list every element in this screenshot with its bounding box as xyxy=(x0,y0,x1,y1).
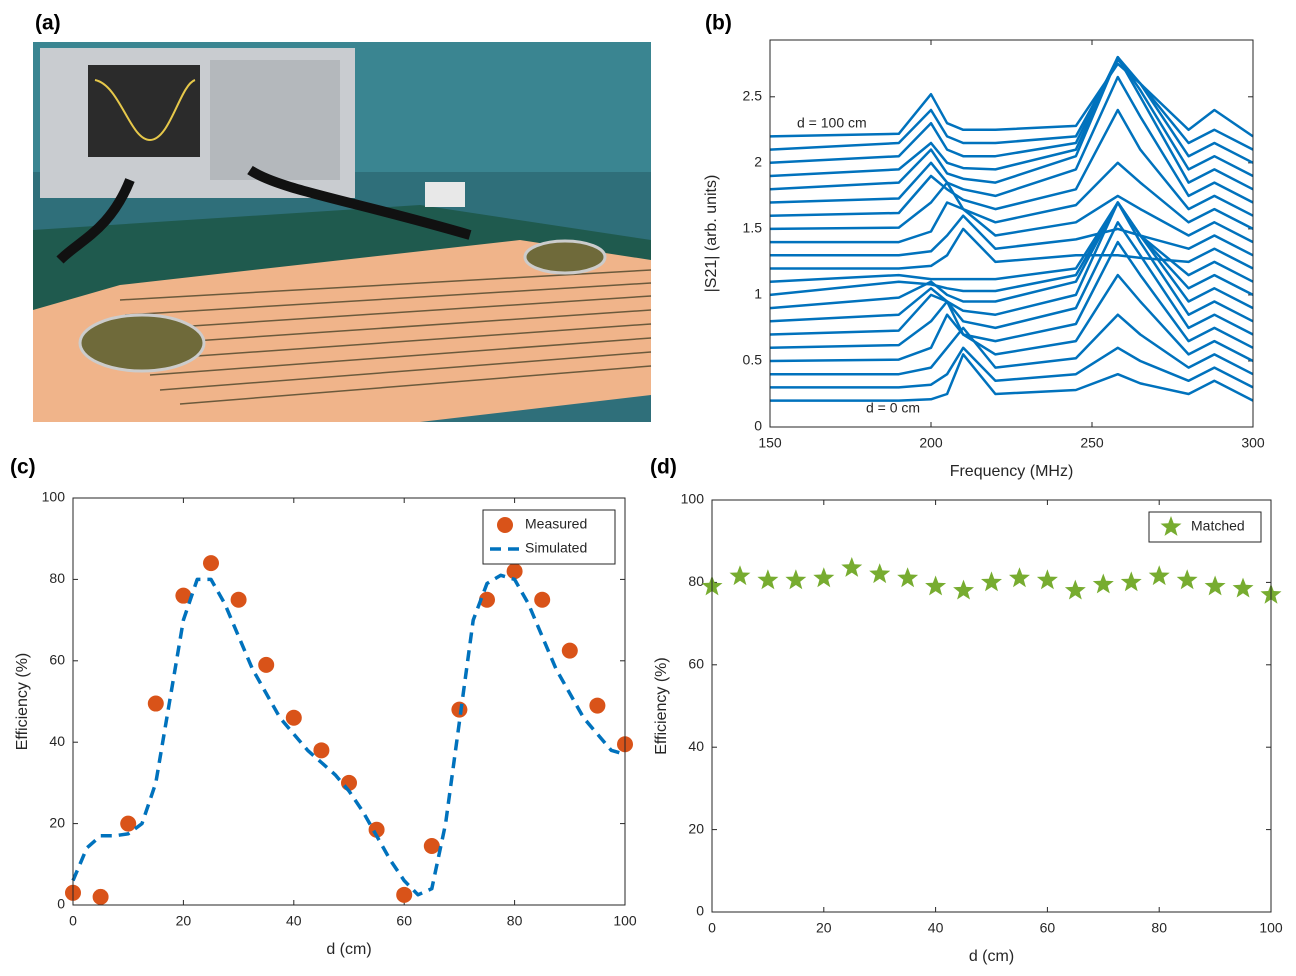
annotation: d = 100 cm xyxy=(797,115,867,131)
dot-marker xyxy=(148,696,164,712)
dot-marker xyxy=(313,742,329,758)
x-tick-label: 20 xyxy=(816,920,832,936)
dot-marker xyxy=(231,592,247,608)
x-tick-label: 60 xyxy=(396,913,412,929)
x-axis-label: d (cm) xyxy=(969,948,1014,965)
y-tick-label: 0 xyxy=(696,903,704,919)
y-tick-label: 20 xyxy=(49,814,65,830)
dot-marker xyxy=(534,592,550,608)
y-tick-label: 100 xyxy=(681,491,705,507)
x-tick-label: 40 xyxy=(286,913,302,929)
dot-marker xyxy=(120,816,136,832)
y-tick-label: 60 xyxy=(49,652,65,668)
y-tick-label: 2 xyxy=(754,154,762,170)
photo-panel xyxy=(210,60,340,180)
panel-label: (a) xyxy=(35,12,61,35)
x-tick-label: 0 xyxy=(69,913,77,929)
x-tick-label: 0 xyxy=(708,920,716,936)
dot-marker xyxy=(286,710,302,726)
x-tick-label: 20 xyxy=(176,913,192,929)
plot-area xyxy=(712,500,1271,912)
dot-marker xyxy=(396,887,412,903)
photo-coil xyxy=(525,241,605,273)
legend-label: Measured xyxy=(525,516,587,532)
panel-label: (b) xyxy=(705,12,732,35)
x-tick-label: 100 xyxy=(613,913,637,929)
x-axis-label: d (cm) xyxy=(326,941,371,958)
y-axis-label: Efficiency (%) xyxy=(653,657,670,755)
y-tick-label: 20 xyxy=(688,820,704,836)
panel-label: (c) xyxy=(10,456,36,479)
y-tick-label: 0 xyxy=(57,896,65,912)
dot-marker xyxy=(424,838,440,854)
photo-screen xyxy=(88,65,200,157)
photo xyxy=(33,42,651,422)
y-tick-label: 0.5 xyxy=(743,352,763,368)
x-tick-label: 60 xyxy=(1040,920,1056,936)
figure: (a)(b)15020025030000.511.522.5Frequency … xyxy=(0,0,1296,971)
x-tick-label: 100 xyxy=(1259,920,1283,936)
y-axis-label: Efficiency (%) xyxy=(14,653,31,751)
legend-label: Simulated xyxy=(525,540,587,556)
y-tick-label: 1.5 xyxy=(743,220,763,236)
panel-label: (d) xyxy=(650,456,677,479)
y-tick-label: 80 xyxy=(688,573,704,589)
dot-marker xyxy=(507,563,523,579)
y-tick-label: 2.5 xyxy=(743,87,763,103)
y-tick-label: 40 xyxy=(49,733,65,749)
x-tick-label: 300 xyxy=(1241,435,1265,451)
legend-swatch xyxy=(497,517,513,533)
y-tick-label: 40 xyxy=(688,738,704,754)
y-tick-label: 60 xyxy=(688,656,704,672)
dot-marker xyxy=(562,643,578,659)
x-tick-label: 250 xyxy=(1080,435,1104,451)
y-tick-label: 1 xyxy=(754,286,762,302)
photo-coil xyxy=(80,315,204,371)
y-axis-label: |S21| (arb. units) xyxy=(703,175,720,293)
x-tick-label: 80 xyxy=(507,913,523,929)
x-tick-label: 200 xyxy=(919,435,943,451)
legend-label: Matched xyxy=(1191,518,1245,534)
y-tick-label: 80 xyxy=(49,570,65,586)
y-tick-label: 100 xyxy=(42,489,66,505)
dot-marker xyxy=(93,889,109,905)
x-tick-label: 150 xyxy=(758,435,782,451)
dot-marker xyxy=(203,555,219,571)
dot-marker xyxy=(258,657,274,673)
photo-socket xyxy=(425,182,465,207)
y-tick-label: 0 xyxy=(754,418,762,434)
dot-marker xyxy=(589,698,605,714)
x-axis-label: Frequency (MHz) xyxy=(950,463,1074,480)
annotation: d = 0 cm xyxy=(866,400,920,416)
x-tick-label: 80 xyxy=(1151,920,1167,936)
x-tick-label: 40 xyxy=(928,920,944,936)
